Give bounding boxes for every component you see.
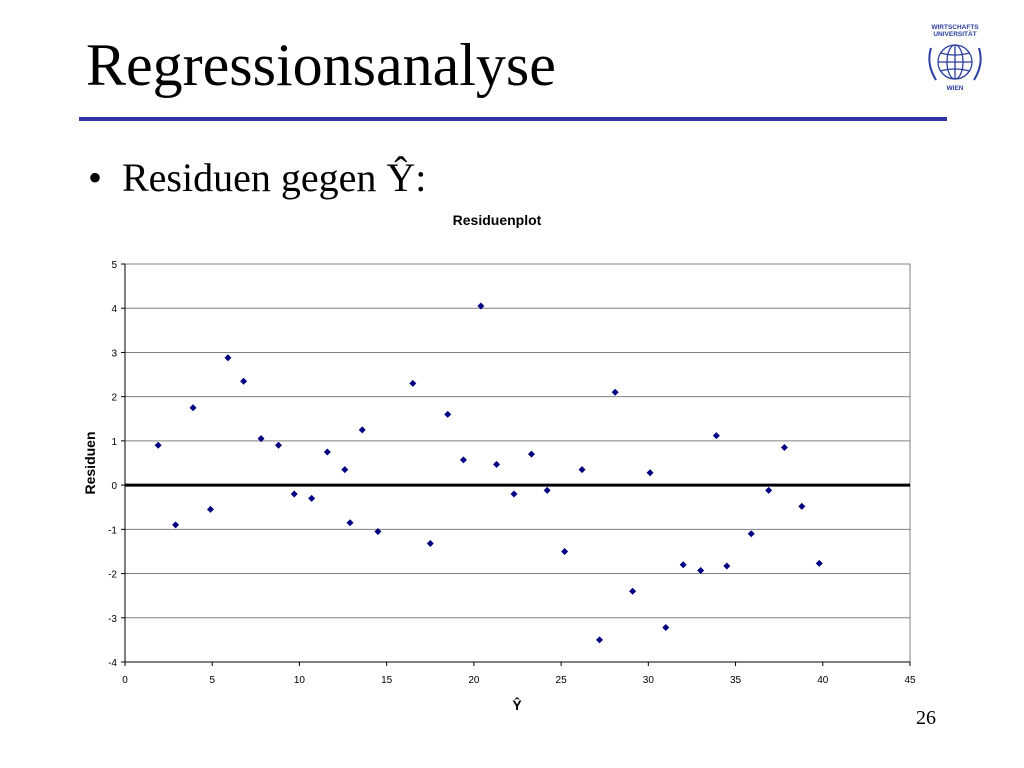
y-tick-label: 2 [111,393,117,404]
data-point [341,466,349,474]
chart-title: Residuenplot [453,212,542,228]
data-point [527,450,535,458]
x-tick-label: 35 [730,675,742,686]
y-tick-label: 0 [111,481,117,492]
y-tick-label: -2 [108,570,117,581]
y-tick-label: 4 [111,304,117,315]
data-point [240,377,248,385]
data-point [561,547,569,555]
y-tick-label: 5 [111,260,117,271]
y-tick-label: -3 [108,614,117,625]
data-point [815,559,823,567]
x-tick-label: 5 [209,675,215,686]
data-point [172,521,180,529]
data-point [493,460,501,468]
data-point [723,562,731,570]
x-axis-ticks: 0 5 10 15 20 25 30 35 40 45 [122,661,916,686]
x-tick-label: 30 [643,675,655,686]
data-point [747,530,755,538]
x-tick-label: 25 [556,675,568,686]
bullet-marker: • [88,155,103,200]
data-point [308,494,316,502]
page-number: 26 [916,707,936,729]
data-point [697,566,705,574]
logo-text-line-1: WIRTSCHAFTS [931,24,979,31]
university-logo: WIRTSCHAFTS UNIVERSITÄT WIEN [928,24,982,92]
data-point [578,466,586,474]
data-point [595,636,603,644]
y-tick-label: -4 [108,658,117,669]
x-tick-label: 0 [122,675,128,686]
data-point [290,490,298,498]
data-point [679,561,687,569]
title-divider [79,117,947,121]
slide-title: Regressionsanalyse [86,32,556,98]
data-point [444,410,452,418]
data-point [374,528,382,536]
x-tick-label: 20 [468,675,480,686]
data-point [189,404,197,412]
y-axis-label: Residuen [82,431,98,494]
y-tick-label: 1 [111,437,117,448]
plot-area [124,263,911,663]
data-point [323,448,331,456]
x-tick-label: 40 [817,675,829,686]
data-point [646,469,654,477]
logo-text-line-3: WIEN [947,85,964,92]
y-tick-label: 3 [111,348,117,359]
x-axis-label: Ŷ [512,696,522,713]
bullet-text: Residuen gegen Ŷ: [122,155,427,200]
data-point [510,490,518,498]
data-point [426,539,434,547]
y-tick-label: -1 [108,525,117,536]
laurel-icon [928,47,982,81]
data-point [543,486,551,494]
globe-icon [937,44,973,80]
logo-text-line-2: UNIVERSITÄT [933,30,976,38]
data-point [346,519,354,527]
data-points [154,302,823,644]
data-point [206,505,214,513]
data-point [409,379,417,387]
data-point [611,388,619,396]
data-point [477,302,485,310]
data-point [798,502,806,510]
data-point [780,444,788,452]
data-point [459,456,467,464]
x-tick-label: 15 [381,675,393,686]
y-axis-ticks: -4 -3 -2 -1 0 1 2 3 4 5 [108,260,126,669]
data-point [629,587,637,595]
data-point [275,441,283,449]
data-point [662,624,670,632]
bullet-item: • Residuen gegen Ŷ: [88,150,426,206]
data-point [154,441,162,449]
data-point [224,354,232,362]
data-point [765,486,773,494]
data-point [358,426,366,434]
x-tick-label: 10 [294,675,306,686]
data-point [712,432,720,440]
data-point [257,435,265,443]
x-tick-label: 45 [904,675,916,686]
